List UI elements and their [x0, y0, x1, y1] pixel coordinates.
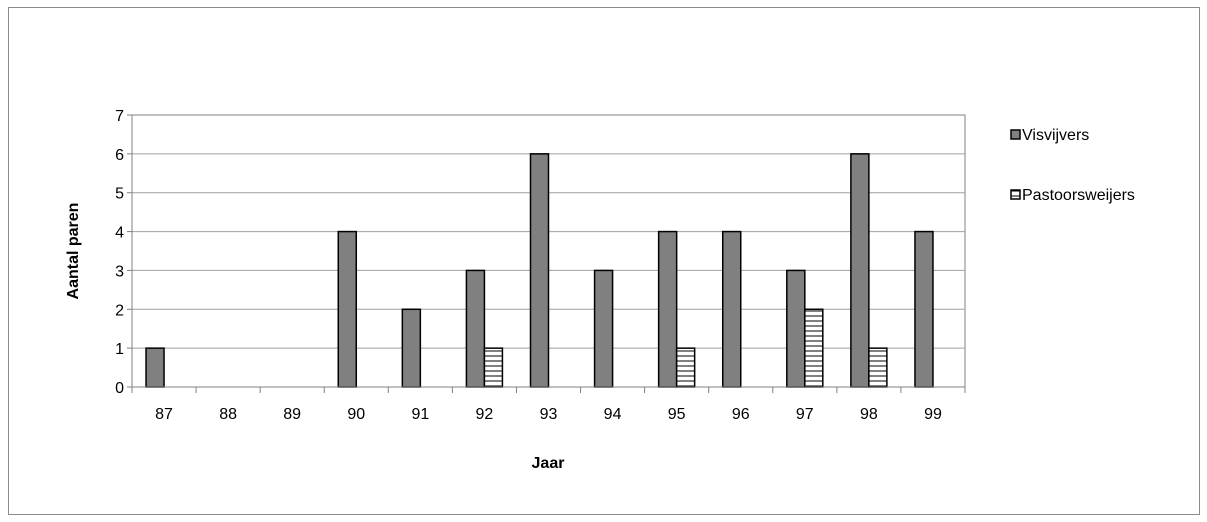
x-tick-label: 91 [411, 406, 429, 423]
bar-visvijvers-95 [657, 230, 678, 388]
y-tick-label: 6 [115, 147, 124, 164]
legend-swatch-pastoorsweijers [1010, 189, 1021, 200]
x-tick-label: 90 [347, 406, 365, 423]
y-tick-label: 7 [115, 108, 124, 125]
bar-visvijvers-97 [786, 269, 806, 388]
legend-label-pastoorsweijers: Pastoorsweijers [1022, 187, 1135, 204]
bar-visvijvers-99 [914, 230, 934, 388]
x-tick-label: 95 [668, 406, 686, 423]
x-tick-label: 98 [860, 406, 878, 423]
x-tick-label: 92 [476, 406, 494, 423]
y-tick-label: 3 [115, 263, 124, 280]
legend: Visvijvers Pastoorsweijers [1010, 127, 1135, 204]
y-tick-label: 4 [115, 225, 124, 242]
y-axis-title: Aantal paren [65, 203, 82, 300]
x-axis-title: Jaar [532, 455, 565, 472]
bar-visvijvers-98 [850, 153, 870, 388]
bar-pastoorsweijers-95 [675, 347, 696, 388]
x-tick-label: 93 [540, 406, 558, 423]
y-tick-label: 2 [115, 302, 124, 319]
bar-visvijvers-92 [465, 269, 486, 388]
legend-label-visvijvers: Visvijvers [1022, 127, 1089, 144]
bars [145, 153, 934, 388]
x-tick-label: 89 [283, 406, 301, 423]
y-tick-label: 0 [115, 380, 124, 397]
x-tick-label: 87 [155, 406, 173, 423]
y-tick-label: 1 [115, 341, 124, 358]
x-tick-label: 88 [219, 406, 237, 423]
bar-visvijvers-96 [721, 230, 742, 388]
bar-pastoorsweijers-98 [868, 347, 888, 388]
bar-visvijvers-90 [337, 230, 358, 388]
axes [127, 114, 966, 393]
y-tick-label: 5 [115, 186, 124, 203]
bar-pastoorsweijers-97 [804, 308, 824, 388]
bar-visvijvers-91 [401, 308, 422, 388]
x-tick-label: 97 [796, 406, 814, 423]
x-tick-labels: 87 88 89 90 91 92 93 94 95 96 97 98 99 [155, 406, 942, 423]
x-tick-label: 99 [924, 406, 942, 423]
bar-visvijvers-93 [529, 153, 550, 388]
x-tick-label: 96 [732, 406, 750, 423]
x-tick-label: 94 [604, 406, 622, 423]
y-tick-labels: 0 1 2 3 4 5 6 7 [115, 108, 124, 397]
legend-swatch-visvijvers [1010, 129, 1021, 140]
bar-visvijvers-94 [593, 269, 614, 388]
bar-pastoorsweijers-92 [483, 347, 504, 388]
bar-visvijvers-87 [145, 347, 165, 388]
